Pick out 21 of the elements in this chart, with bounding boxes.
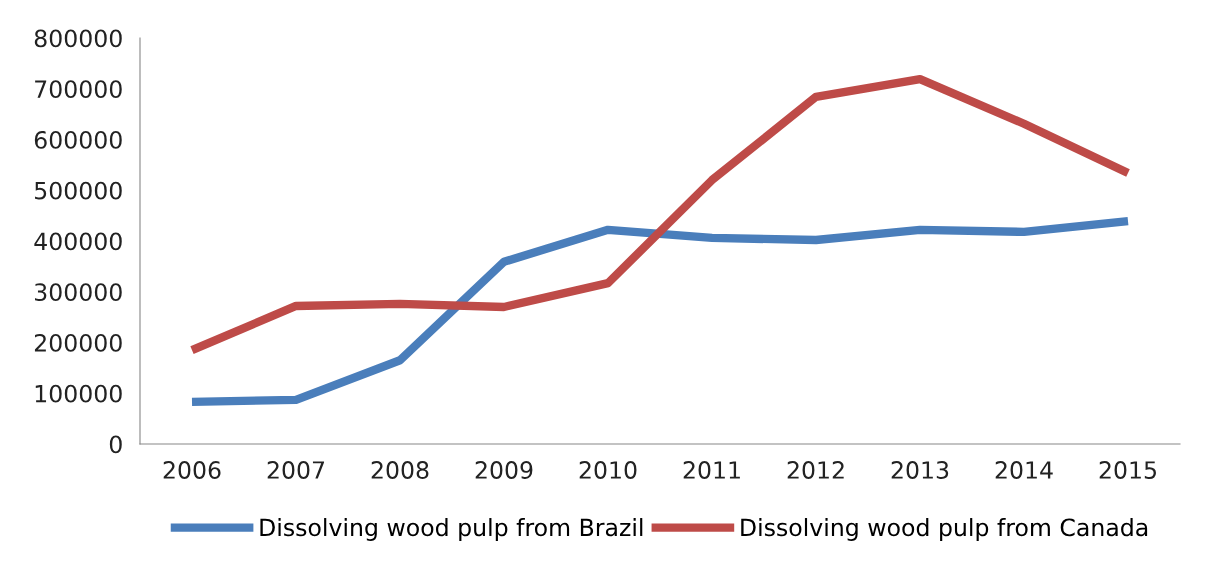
x-tick-label: 2010: [579, 461, 637, 479]
x-tick-label: 2009: [475, 461, 533, 479]
y-tick-label: 400000: [34, 232, 122, 251]
y-tick-label: 300000: [35, 283, 122, 302]
x-tick-label: 2014: [995, 461, 1053, 479]
y-tick-label: 500000: [35, 181, 122, 200]
x-tick-label: 2015: [1099, 461, 1156, 479]
x-tick-label: 2011: [683, 461, 740, 479]
x-tick-label: 2012: [787, 461, 844, 479]
y-tick-label: 100000: [35, 384, 122, 403]
y-tick-label: 200000: [34, 333, 122, 352]
x-tick-label: 2013: [891, 461, 949, 479]
legend-label: Dissolving wood pulp from Brazil: [260, 518, 643, 541]
x-tick-label: 2006: [163, 461, 221, 479]
y-tick-label: 600000: [34, 130, 122, 149]
y-tick-label: 700000: [35, 80, 122, 99]
x-tick-label: 2007: [267, 461, 325, 479]
y-tick-label: 800000: [34, 29, 122, 48]
y-tick-label: 0: [109, 435, 122, 454]
x-tick-label: 2008: [371, 461, 429, 479]
legend-label: Dissolving wood pulp from Canada: [741, 518, 1148, 541]
